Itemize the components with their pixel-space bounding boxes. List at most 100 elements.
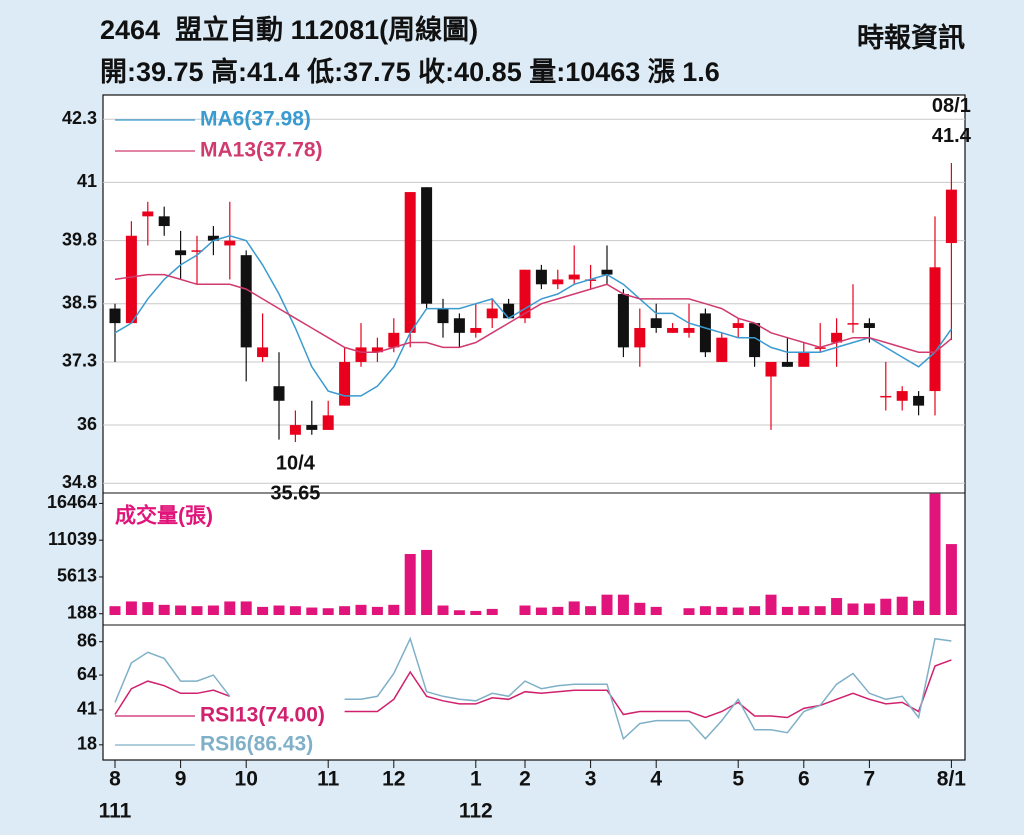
- x-tick-label: 11: [317, 768, 340, 791]
- title: 2464 盟立自動 112081(周線圖): [100, 14, 478, 45]
- volume-bar: [191, 606, 203, 615]
- x-tick-label: 4: [650, 768, 662, 791]
- y-tick-label: 11039: [48, 529, 97, 549]
- candle-body: [437, 308, 449, 324]
- candle-body: [289, 425, 301, 435]
- candle-body: [585, 279, 597, 281]
- candle-body: [552, 279, 564, 285]
- volume-bar: [421, 549, 433, 615]
- candle-body: [404, 192, 416, 333]
- candle-body: [683, 327, 695, 333]
- x-year-label: 112: [459, 800, 493, 823]
- volume-bar: [339, 606, 351, 615]
- volume-bar: [224, 601, 236, 615]
- x-tick-label: 9: [175, 768, 187, 791]
- volume-bar: [699, 606, 711, 615]
- candle-body: [486, 308, 498, 319]
- series-line: [114, 659, 952, 719]
- candle-body: [322, 415, 334, 430]
- candle-body: [175, 250, 187, 256]
- candle-body: [716, 337, 728, 362]
- candle-body: [421, 187, 433, 304]
- source: 時報資訊: [857, 22, 965, 53]
- volume-bar: [683, 608, 695, 615]
- volume-bar: [158, 604, 170, 615]
- volume-bar: [896, 596, 908, 615]
- x-tick-label: 6: [798, 768, 810, 791]
- y-tick-label: 86: [77, 630, 97, 650]
- candle-body: [601, 269, 613, 275]
- volume-bar: [371, 606, 383, 615]
- series-line: [114, 273, 952, 353]
- candle-body: [371, 347, 383, 353]
- candle-body: [207, 235, 219, 241]
- volume-bar: [913, 600, 925, 615]
- x-tick-label: 3: [585, 768, 597, 791]
- candle-body: [273, 386, 285, 401]
- x-tick-label: 1: [470, 768, 482, 791]
- candle-body: [617, 294, 629, 348]
- x-tick-label: 5: [732, 768, 744, 791]
- candle-body: [896, 391, 908, 401]
- volume-bar: [585, 606, 597, 615]
- volume-bar: [273, 605, 285, 615]
- y-tick-label: 64: [77, 664, 97, 684]
- y-tick-label: 34.8: [62, 472, 97, 492]
- candle-body: [224, 240, 236, 246]
- y-tick-label: 5613: [57, 566, 97, 586]
- x-year-label: 111: [99, 800, 132, 823]
- volume-bar: [388, 604, 400, 615]
- x-tick-label: 10: [235, 768, 258, 791]
- legend-label: MA13(37.78): [200, 139, 323, 162]
- legend-label: MA6(37.98): [200, 108, 311, 131]
- y-tick-label: 41: [77, 699, 97, 719]
- quote: 開:39.75 高:41.4 低:37.75 收:40.85 量:10463 漲…: [100, 56, 720, 87]
- candle-body: [388, 332, 400, 348]
- candle-body: [798, 352, 810, 367]
- candle-body: [109, 308, 121, 324]
- candle-body: [929, 267, 941, 392]
- volume-bar: [453, 610, 465, 615]
- candle-body: [257, 347, 269, 358]
- volume-bar: [765, 594, 777, 615]
- series-line: [114, 636, 952, 741]
- volume-bar: [863, 603, 875, 615]
- y-tick-label: 188: [67, 602, 97, 622]
- legend-label: RSI13(74.00): [200, 704, 325, 727]
- candle-body: [158, 216, 170, 227]
- legend-label: RSI6(86.43): [200, 733, 313, 756]
- candle-body: [765, 361, 777, 377]
- volume-bar: [634, 602, 646, 615]
- volume-bar: [831, 598, 843, 615]
- y-tick-label: 36: [77, 414, 97, 434]
- candle-body: [470, 327, 482, 333]
- candle-body: [519, 269, 531, 319]
- volume-bar: [781, 606, 793, 615]
- annotation-value: 35.65: [270, 482, 320, 504]
- candle-body: [749, 323, 761, 358]
- y-tick-label: 38.5: [62, 292, 97, 312]
- candle-body: [945, 189, 957, 244]
- y-tick-label: 39.8: [62, 229, 97, 249]
- volume-bar: [929, 493, 941, 615]
- volume-bar: [486, 608, 498, 615]
- annotation-label: 08/1: [932, 95, 971, 117]
- candle-body: [568, 274, 580, 280]
- candle-body: [142, 211, 154, 217]
- x-tick-label: 12: [382, 768, 405, 791]
- volume-bar: [125, 601, 137, 615]
- candle-body: [863, 323, 875, 328]
- volume-bar: [552, 606, 564, 615]
- volume-bar: [716, 606, 728, 615]
- volume-bar: [732, 607, 744, 615]
- volume-bar: [568, 601, 580, 615]
- candle-body: [880, 395, 892, 398]
- y-tick-label: 16464: [47, 492, 97, 512]
- volume-bar: [814, 606, 826, 615]
- y-tick-label: 42.3: [62, 108, 97, 128]
- candle-body: [503, 303, 515, 319]
- candle-body: [732, 323, 744, 328]
- x-tick-label: 8/1: [937, 768, 967, 791]
- volume-bar: [257, 606, 269, 615]
